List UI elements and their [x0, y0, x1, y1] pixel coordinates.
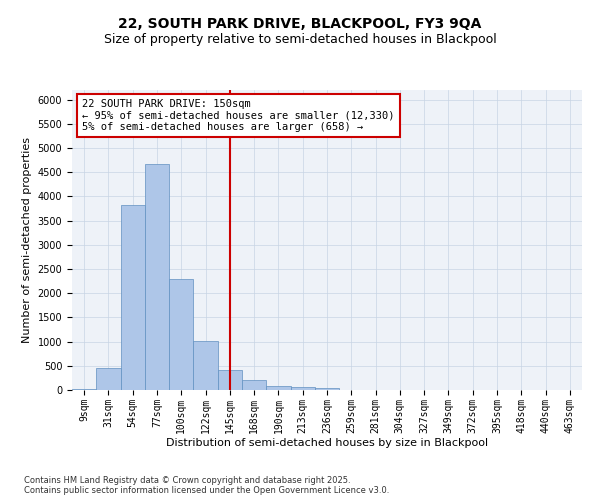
Text: 22 SOUTH PARK DRIVE: 150sqm
← 95% of semi-detached houses are smaller (12,330)
5: 22 SOUTH PARK DRIVE: 150sqm ← 95% of sem…: [82, 99, 395, 132]
Bar: [218, 370, 242, 390]
Text: 22, SOUTH PARK DRIVE, BLACKPOOL, FY3 9QA: 22, SOUTH PARK DRIVE, BLACKPOOL, FY3 9QA: [118, 18, 482, 32]
Bar: [121, 205, 145, 390]
Bar: [266, 386, 290, 390]
Text: Contains HM Land Registry data © Crown copyright and database right 2025.
Contai: Contains HM Land Registry data © Crown c…: [24, 476, 389, 495]
Bar: [169, 278, 193, 390]
X-axis label: Distribution of semi-detached houses by size in Blackpool: Distribution of semi-detached houses by …: [166, 438, 488, 448]
Bar: [96, 368, 121, 390]
Bar: [242, 380, 266, 390]
Bar: [193, 341, 218, 390]
Bar: [145, 164, 169, 390]
Bar: [315, 388, 339, 390]
Text: Size of property relative to semi-detached houses in Blackpool: Size of property relative to semi-detach…: [104, 32, 496, 46]
Bar: [290, 388, 315, 390]
Bar: [72, 388, 96, 390]
Y-axis label: Number of semi-detached properties: Number of semi-detached properties: [22, 137, 32, 343]
